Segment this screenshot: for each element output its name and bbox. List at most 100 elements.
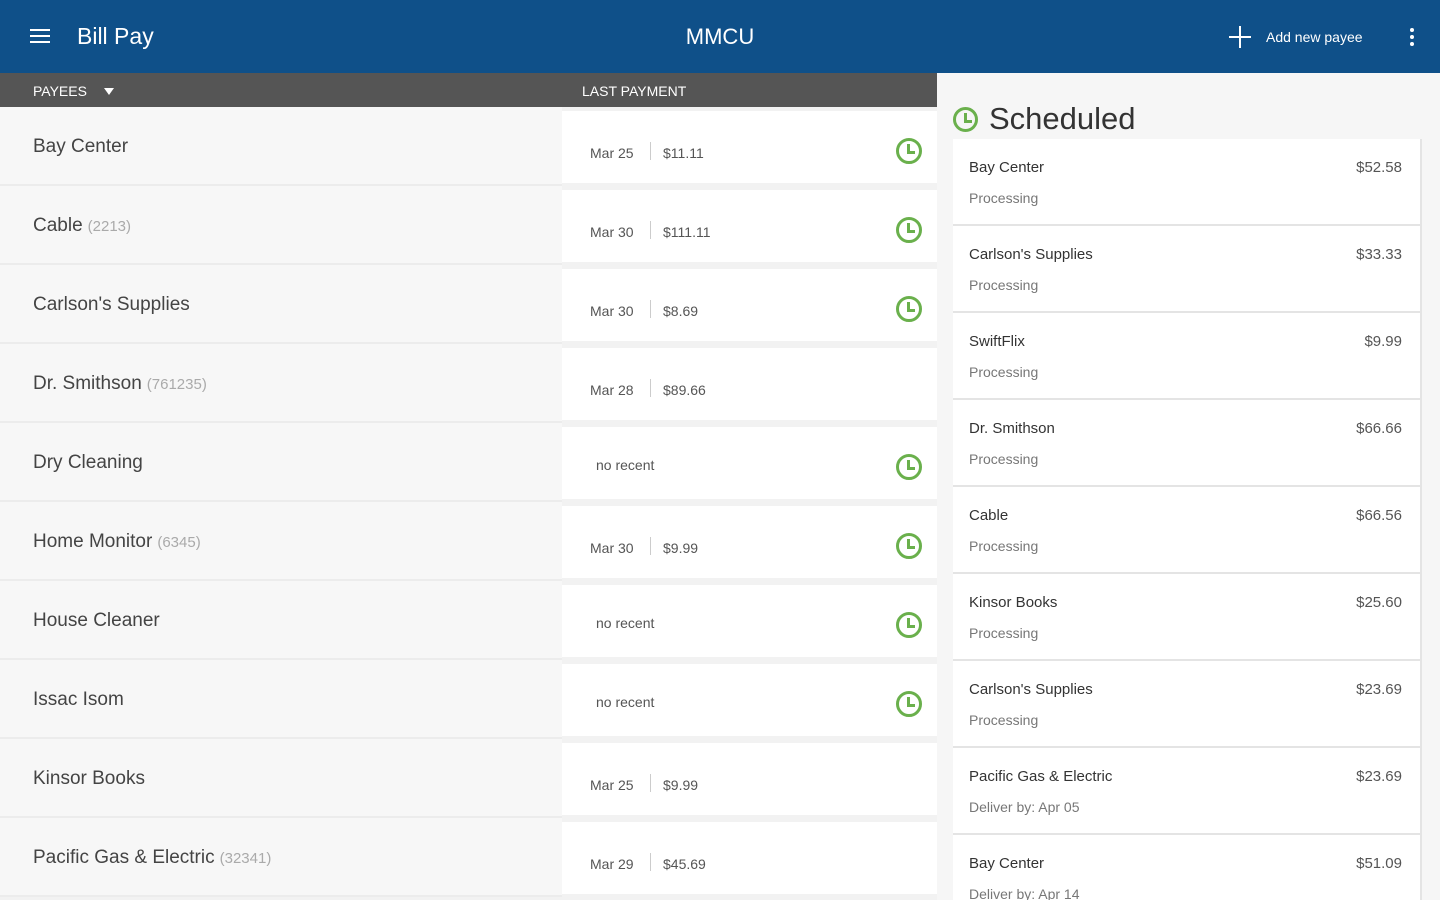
schedule-clock-icon[interactable]: [896, 217, 922, 243]
payees-sort-dropdown[interactable]: PAYEES: [33, 83, 114, 99]
payee-name-cell[interactable]: Kinsor Books: [0, 739, 562, 818]
last-payment-cell[interactable]: Mar 29 $45.69: [562, 822, 937, 894]
last-payment-date: Mar 30: [590, 303, 634, 319]
scheduled-payment-card[interactable]: Cable $66.56 Processing: [953, 487, 1422, 574]
page-title: Bill Pay: [77, 23, 154, 49]
schedule-clock-icon[interactable]: [896, 612, 922, 638]
last-payment-cell[interactable]: Mar 28 $89.66: [562, 348, 937, 420]
last-payment-cell[interactable]: Mar 25 $11.11: [562, 111, 937, 183]
app-bar: Bill Pay MMCU Add new payee: [0, 0, 1440, 73]
last-payment-column-label: LAST PAYMENT: [582, 83, 687, 99]
payee-row[interactable]: Bay Center Mar 25 $11.11: [0, 107, 937, 186]
column-header: PAYEES LAST PAYMENT: [0, 73, 937, 107]
last-payment-cell[interactable]: no recent: [562, 427, 937, 499]
scheduled-payee-name: Carlson's Supplies: [969, 681, 1093, 698]
scheduled-payment-card[interactable]: Carlson's Supplies $23.69 Processing: [953, 661, 1422, 748]
scheduled-payee-name: Pacific Gas & Electric: [969, 768, 1113, 785]
scheduled-amount: $9.99: [1364, 333, 1402, 350]
scheduled-amount: $52.58: [1356, 159, 1402, 176]
payee-row[interactable]: House Cleaner no recent: [0, 581, 937, 660]
payee-name-cell[interactable]: Carlson's Supplies: [0, 265, 562, 344]
scheduled-status: Processing: [969, 451, 1039, 467]
schedule-clock-icon[interactable]: [896, 454, 922, 480]
scheduled-payee-name: Dr. Smithson: [969, 420, 1055, 437]
scheduled-payee-name: Cable: [969, 507, 1009, 524]
last-payment-amount: $45.69: [663, 856, 706, 872]
scheduled-payment-card[interactable]: Carlson's Supplies $33.33 Processing: [953, 226, 1422, 313]
payee-row[interactable]: Dry Cleaning no recent: [0, 423, 937, 502]
last-payment-amount: $111.11: [663, 224, 711, 240]
payee-row[interactable]: Carlson's Supplies Mar 30 $8.69: [0, 265, 937, 344]
last-payment-amount: $11.11: [663, 145, 704, 161]
scheduled-amount: $33.33: [1356, 246, 1402, 263]
plus-icon: [1228, 25, 1252, 49]
no-recent-label: no recent: [596, 615, 655, 631]
scheduled-payee-name: Bay Center: [969, 159, 1045, 176]
clock-icon: [953, 106, 978, 132]
overflow-menu-icon[interactable]: [1402, 26, 1422, 48]
payee-name-cell[interactable]: Dry Cleaning: [0, 423, 562, 502]
scheduled-amount: $25.60: [1356, 594, 1402, 611]
scheduled-payment-card[interactable]: Bay Center $51.09 Deliver by: Apr 14: [953, 835, 1422, 900]
add-payee-button[interactable]: Add new payee: [1228, 24, 1363, 50]
payee-row[interactable]: Home Monitor (6345) Mar 30 $9.99: [0, 502, 937, 581]
payee-row[interactable]: Issac Isom no recent: [0, 660, 937, 739]
payee-row[interactable]: Pacific Gas & Electric (32341) Mar 29 $45.6…: [0, 818, 937, 897]
add-payee-label: Add new payee: [1266, 29, 1363, 45]
divider: [650, 853, 651, 871]
scheduled-payment-card[interactable]: Bay Center $52.58 Processing: [953, 139, 1422, 226]
schedule-clock-icon[interactable]: [896, 533, 922, 559]
scheduled-amount: $51.09: [1356, 855, 1402, 872]
scheduled-status: Deliver by: Apr 14: [969, 886, 1080, 900]
menu-icon[interactable]: [26, 24, 56, 50]
scheduled-payee-name: Kinsor Books: [969, 594, 1058, 611]
schedule-clock-icon[interactable]: [896, 691, 922, 717]
last-payment-cell[interactable]: Mar 30 $111.11: [562, 190, 937, 262]
scheduled-payment-card[interactable]: SwiftFlix $9.99 Processing: [953, 313, 1422, 400]
scheduled-status: Processing: [969, 538, 1039, 554]
payee-name: Issac Isom: [33, 689, 124, 710]
scheduled-amount: $23.69: [1356, 681, 1402, 698]
last-payment-amount: $8.69: [663, 303, 699, 319]
schedule-clock-icon[interactable]: [896, 296, 922, 322]
payee-name: Dr. Smithson: [33, 373, 142, 394]
payee-row[interactable]: Dr. Smithson (761235) Mar 28 $89.66: [0, 344, 937, 423]
payee-row[interactable]: Cable (2213) Mar 30 $111.11: [0, 186, 937, 265]
payee-name-cell[interactable]: Bay Center: [0, 107, 562, 186]
last-payment-amount: $89.66: [663, 382, 706, 398]
last-payment-cell[interactable]: Mar 25 $9.99: [562, 743, 937, 815]
payee-name-cell[interactable]: Home Monitor (6345): [0, 502, 562, 581]
payee-name-cell[interactable]: Pacific Gas & Electric (32341): [0, 818, 562, 897]
no-recent-label: no recent: [596, 457, 655, 473]
scheduled-amount: $66.66: [1356, 420, 1402, 437]
payee-name: Cable: [33, 215, 83, 236]
payee-account-number: (32341): [219, 850, 272, 867]
scheduled-status: Deliver by: Apr 05: [969, 799, 1080, 815]
last-payment-cell[interactable]: no recent: [562, 585, 937, 657]
payees-column-label: PAYEES: [33, 83, 87, 99]
last-payment-cell[interactable]: Mar 30 $9.99: [562, 506, 937, 578]
brand-title: MMCU: [685, 24, 755, 49]
scheduled-payment-card[interactable]: Pacific Gas & Electric $23.69 Deliver by: …: [953, 748, 1422, 835]
payee-name-cell[interactable]: Dr. Smithson (761235): [0, 344, 562, 423]
payee-account-number: (761235): [146, 376, 207, 393]
divider: [650, 774, 651, 792]
scheduled-payment-card[interactable]: Dr. Smithson $66.66 Processing: [953, 400, 1422, 487]
payee-name-cell[interactable]: House Cleaner: [0, 581, 562, 660]
payee-account-number: (6345): [157, 534, 201, 551]
payee-name: Dry Cleaning: [33, 452, 143, 473]
last-payment-cell[interactable]: Mar 30 $8.69: [562, 269, 937, 341]
last-payment-date: Mar 29: [590, 856, 634, 872]
scheduled-amount: $66.56: [1356, 507, 1402, 524]
payee-name-cell[interactable]: Cable (2213): [0, 186, 562, 265]
last-payment-date: Mar 30: [590, 540, 634, 556]
scheduled-payment-card[interactable]: Kinsor Books $25.60 Processing: [953, 574, 1422, 661]
last-payment-amount: $9.99: [663, 777, 699, 793]
payee-name: Bay Center: [33, 136, 129, 157]
payee-name-cell[interactable]: Issac Isom: [0, 660, 562, 739]
scheduled-status: Processing: [969, 190, 1039, 206]
payee-row[interactable]: Kinsor Books Mar 25 $9.99: [0, 739, 937, 818]
schedule-clock-icon[interactable]: [896, 138, 922, 164]
divider: [650, 221, 651, 239]
last-payment-cell[interactable]: no recent: [562, 664, 937, 736]
